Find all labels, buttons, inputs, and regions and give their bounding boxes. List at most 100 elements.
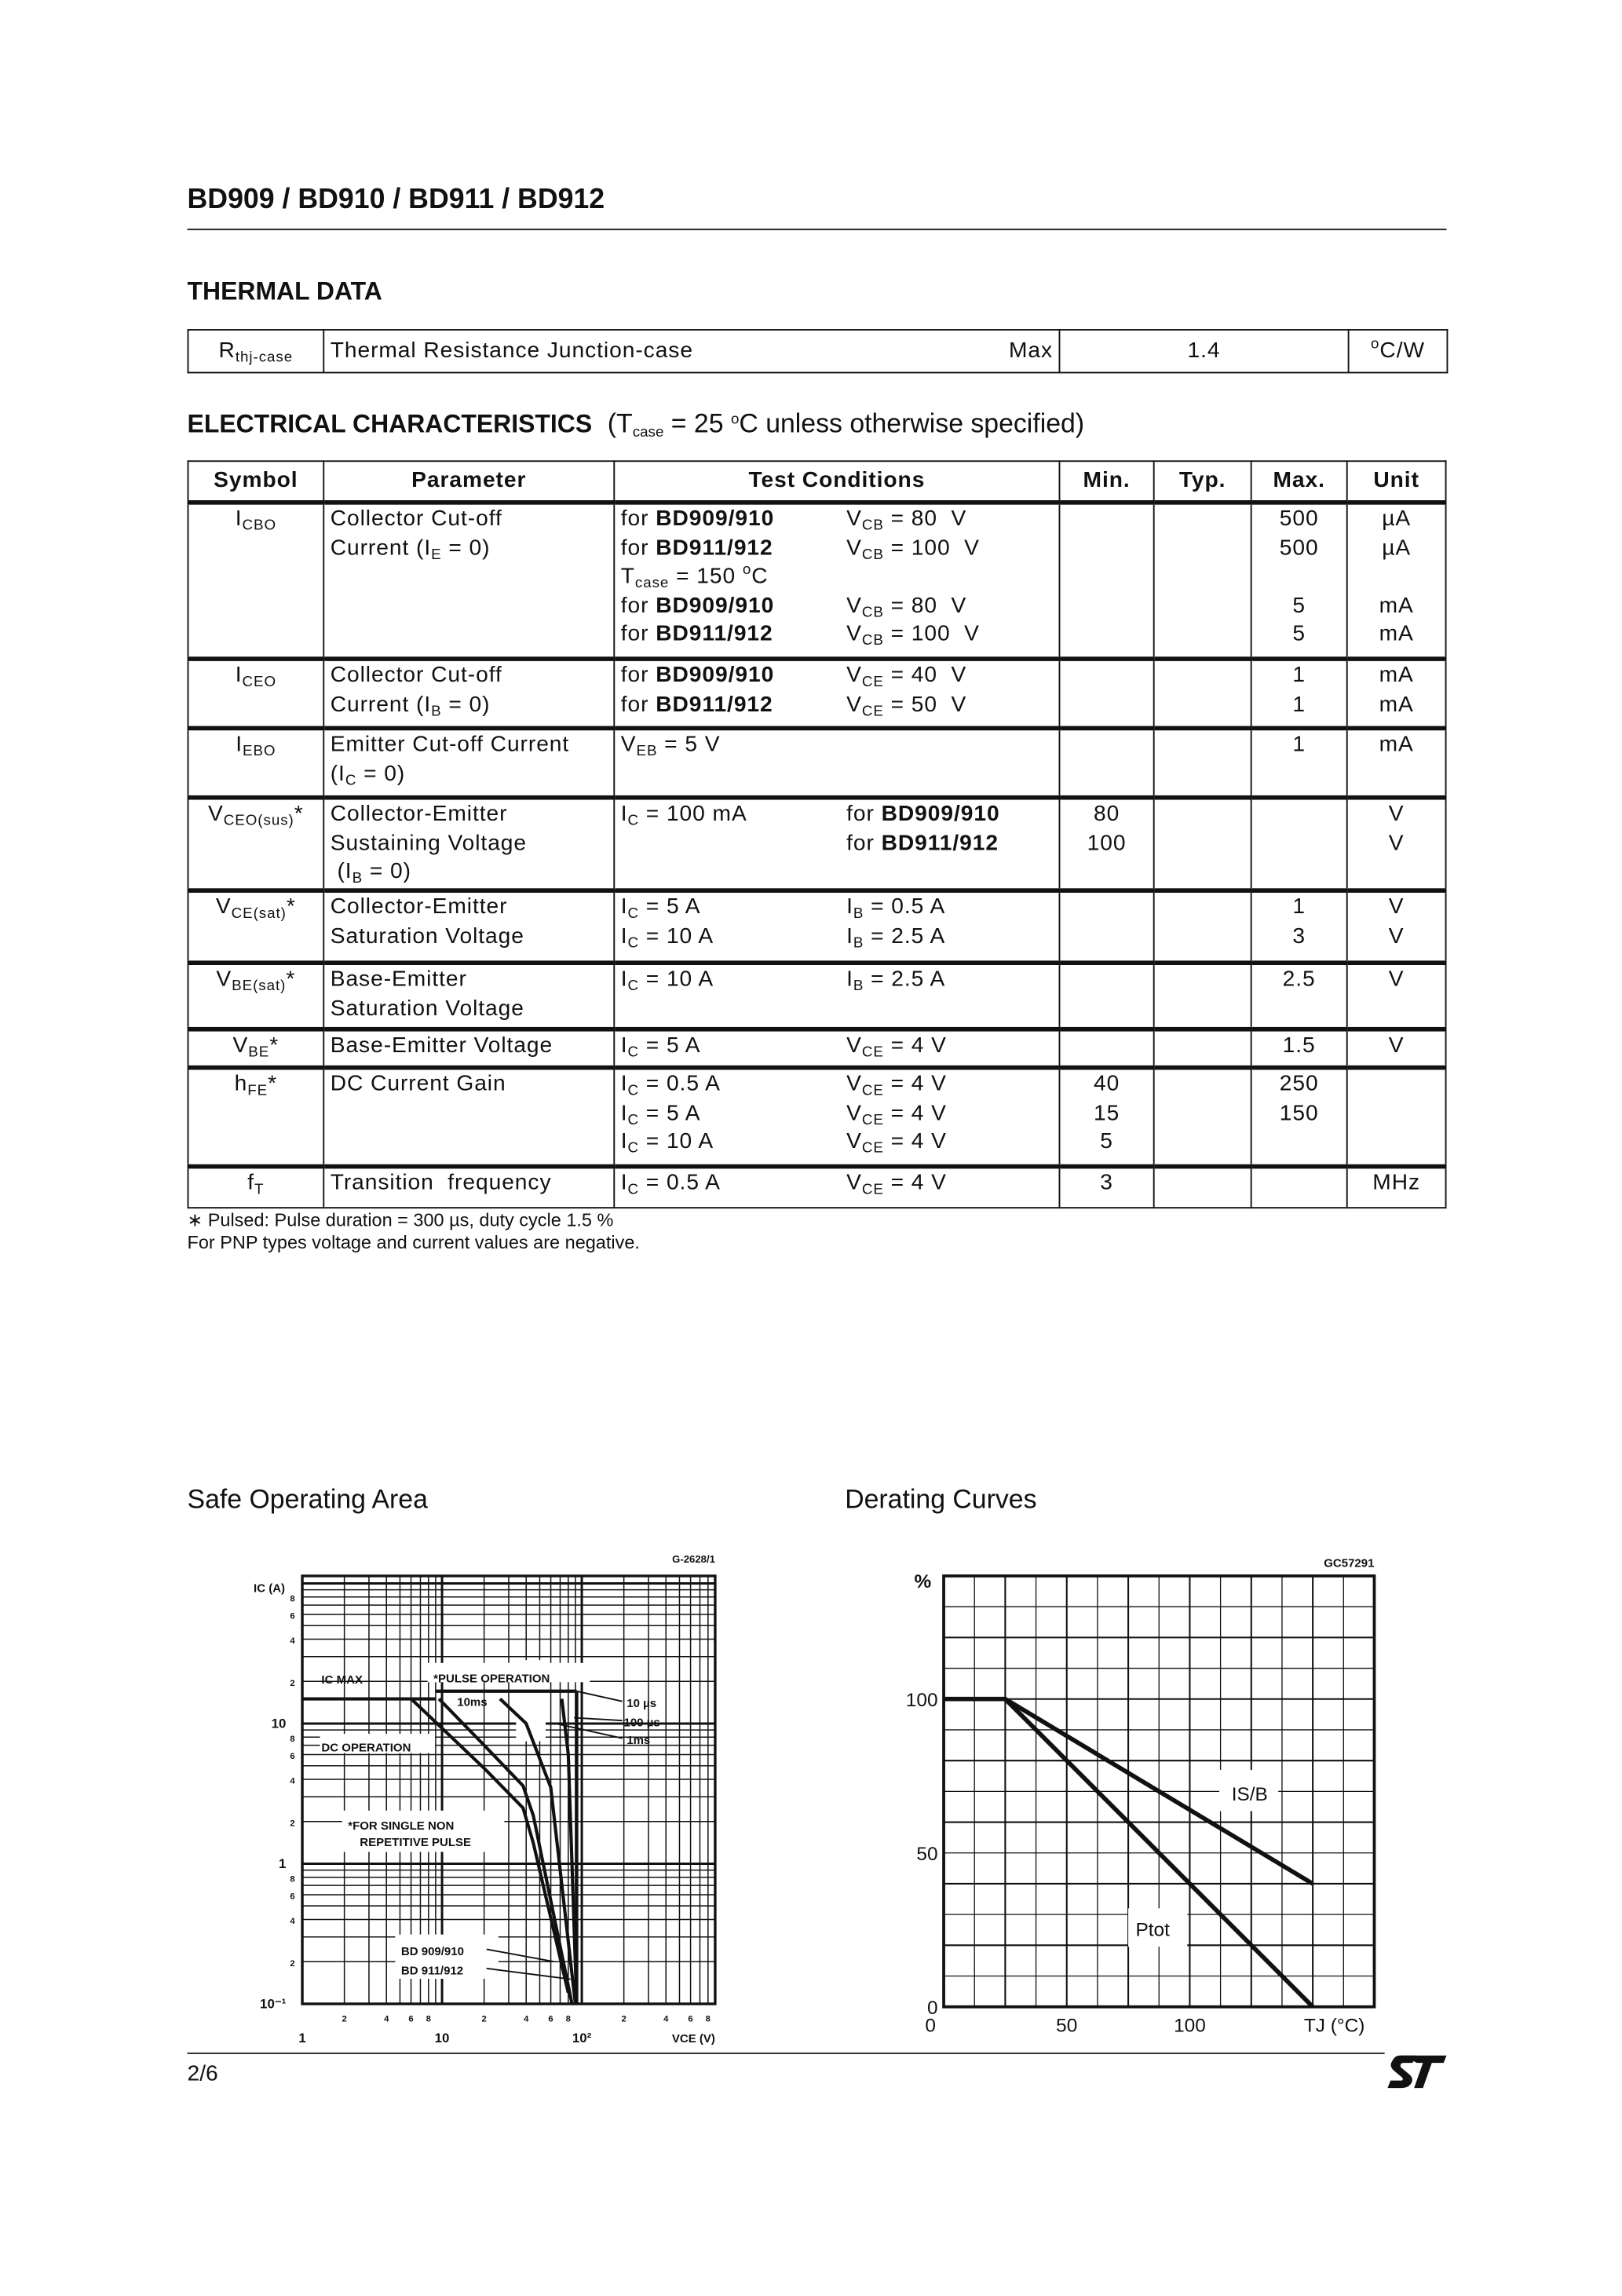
- text-segment: = 0): [441, 691, 491, 717]
- test-conditions-cell: IC = 0.5 A VCE = 4 V IC = 5 A VCE = 4 V IC =…: [613, 1065, 1061, 1168]
- text-segment: I: [846, 923, 853, 949]
- unit-value: mA: [1379, 621, 1414, 647]
- text-segment: for: [620, 662, 656, 688]
- table-row: VBE(sat)* Base-Emitter Saturation Voltage I…: [187, 960, 1447, 1030]
- text-segment: = 0): [441, 535, 491, 561]
- unit-cell: [1346, 1065, 1447, 1168]
- thermal-data-heading: THERMAL DATA: [187, 277, 382, 305]
- column-header: Parameter: [323, 460, 616, 503]
- subscript: CB: [861, 547, 884, 564]
- text-segment: (I: [330, 859, 353, 884]
- st-logo-icon: [1387, 2055, 1447, 2089]
- x-tick-label-minor: 6: [688, 2015, 692, 2024]
- text-segment: Collector Cut-off: [330, 506, 502, 532]
- unit-value: mA: [1379, 732, 1414, 758]
- subscript: C: [627, 1182, 640, 1198]
- text-segment: = 10 A: [639, 923, 714, 949]
- min-cell: [1058, 500, 1155, 660]
- x-axis-label: VCE (V): [672, 2032, 715, 2046]
- condition-line: IC = 5 A VCE = 4 V: [621, 1099, 1053, 1128]
- text-segment: for: [846, 830, 882, 856]
- text-segment: for: [620, 691, 656, 717]
- max-cell: [1250, 795, 1348, 892]
- condition-line: IC = 0.5 A VCE = 4 V: [621, 1069, 1053, 1099]
- symbol-cell: VBE*: [187, 1026, 325, 1069]
- soa-annotation: 10 µs: [627, 1697, 656, 1710]
- text-segment: = 25: [663, 408, 731, 439]
- bold-segment: BD909/910: [656, 593, 775, 618]
- condition-line: for BD911/912 VCE = 50 V: [621, 690, 1053, 719]
- min-cell: [1058, 888, 1155, 964]
- parameter-line: Sustaining Voltage: [331, 828, 608, 857]
- unit-value: MHz: [1372, 1170, 1421, 1196]
- text-segment: V: [846, 662, 862, 688]
- symbol: ICBO: [195, 505, 317, 534]
- condition-line: Tcase = 150 oC: [621, 562, 1053, 591]
- max-value: 1.5: [1282, 1033, 1316, 1058]
- x-tick-label-minor: 4: [384, 2015, 389, 2024]
- unit-value: µA: [1382, 535, 1412, 561]
- symbol: ICEO: [195, 661, 317, 690]
- text-segment: V: [232, 1033, 249, 1058]
- unit-cell: MHz: [1346, 1164, 1447, 1209]
- condition-line: IC = 5 A VCE = 4 V: [621, 1032, 1053, 1061]
- x-tick-label: 100: [1174, 2016, 1206, 2037]
- text-segment: *: [269, 1033, 279, 1058]
- condition-part: Tcase = 150 oC: [621, 562, 846, 591]
- unit-value: mA: [1379, 662, 1414, 688]
- condition-part: for BD909/910: [846, 801, 999, 826]
- y-tick-label: 2: [290, 1679, 294, 1688]
- table-header-row: Symbol Parameter Test Conditions Min. Typ. Ma…: [187, 460, 1447, 503]
- derating-chart-title: Derating Curves: [845, 1484, 1037, 1515]
- y-tick-label: 8: [290, 1874, 294, 1884]
- text-segment: V: [846, 535, 862, 561]
- condition-part: for BD911/912: [621, 690, 846, 719]
- label-background: [1219, 1769, 1279, 1812]
- max-value: 3: [1292, 923, 1306, 949]
- derating-curve-isb: [1003, 1697, 1314, 1886]
- thermal-unit: oC/W: [1347, 329, 1448, 374]
- x-tick-label-minor: 8: [426, 2015, 431, 2024]
- table-row: hFE* DC Current Gain IC = 0.5 A VCE = 4 V IC…: [187, 1065, 1447, 1168]
- condition-line: IC = 10 A IB = 2.5 A: [621, 922, 1053, 951]
- text-segment: = 150: [669, 564, 743, 590]
- text-segment: Current (I: [330, 691, 432, 717]
- min-cell: [1058, 960, 1155, 1030]
- text-segment: = 4 V: [883, 1033, 947, 1058]
- parameter-line: Saturation Voltage: [331, 994, 608, 1023]
- text-segment: = 10 A: [639, 1128, 714, 1154]
- soa-annotation: BD 909/910: [401, 1945, 464, 1958]
- subscript: BE: [248, 1044, 270, 1062]
- parameter-line: Current (IB = 0): [331, 690, 608, 719]
- typ-cell: [1153, 656, 1252, 729]
- y-tick-label: 0: [927, 1998, 938, 2019]
- x-tick-label-major: 10²: [572, 2031, 592, 2046]
- x-tick-label: 50: [1056, 2016, 1077, 2037]
- min-value: 100: [1087, 830, 1127, 856]
- text-segment: I: [620, 894, 628, 919]
- text-segment: = 0.5 A: [639, 1170, 721, 1196]
- soa-curve-3: [499, 1698, 577, 2005]
- text-segment: = 2.5 A: [864, 923, 946, 949]
- subscript: C: [627, 1044, 640, 1062]
- condition-part: VCE = 4 V: [846, 1100, 947, 1128]
- unit-value: µA: [1382, 506, 1412, 532]
- condition-part: VCE = 4 V: [846, 1033, 947, 1060]
- parameter-cell: Emitter Cut-off Current (IC = 0): [323, 726, 616, 799]
- text-segment: V: [846, 1100, 862, 1126]
- text-segment: = 100 mA: [639, 801, 747, 827]
- text-segment: T: [620, 564, 635, 590]
- text-segment: *: [286, 894, 296, 919]
- text-segment: Collector Cut-off: [330, 662, 502, 688]
- page-number: 2/6: [187, 2061, 218, 2087]
- condition-part: IC = 5 A: [621, 1099, 846, 1128]
- max-value: [1258, 562, 1340, 591]
- symbol: hFE*: [195, 1069, 317, 1099]
- text-segment: = 0.5 A: [864, 894, 946, 919]
- condition-part: IC = 0.5 A: [621, 1069, 846, 1099]
- y-tick-label: 6: [290, 1612, 294, 1621]
- text-segment: V: [846, 1128, 862, 1154]
